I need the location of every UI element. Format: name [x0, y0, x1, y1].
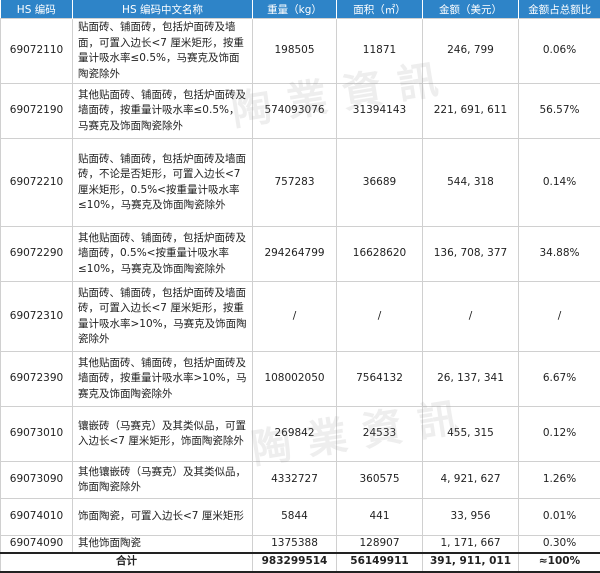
header-weight: 重量（kg） [253, 0, 337, 19]
table-row: 69072290 其他贴面砖、铺面砖，包括炉面砖及墙面砖，0.5%<按重量计吸水… [1, 227, 600, 282]
product-name-cell: 其他贴面砖、铺面砖，包括炉面砖及墙面砖，0.5%<按重量计吸水率≤10%，马赛克… [73, 227, 253, 282]
share-cell: 6.67% [519, 352, 600, 407]
share-cell: 0.01% [519, 499, 600, 536]
amount-cell: 33, 956 [423, 499, 519, 536]
amount-cell: / [423, 282, 519, 352]
area-cell: 16628620 [337, 227, 423, 282]
weight-cell: 294264799 [253, 227, 337, 282]
share-cell: 1.26% [519, 462, 600, 499]
hs-code-cell: 69072110 [1, 19, 73, 84]
hs-code-cell: 69073090 [1, 462, 73, 499]
hs-code-cell: 69072190 [1, 84, 73, 139]
amount-cell: 455, 315 [423, 407, 519, 462]
product-name-cell: 其他饰面陶瓷 [73, 536, 253, 553]
header-name-cn: HS 编码中文名称 [73, 0, 253, 19]
table-row: 69072110 贴面砖、铺面砖，包括炉面砖及墙面，可置入边长<7 厘米矩形，按… [1, 19, 600, 84]
share-cell: / [519, 282, 600, 352]
hs-code-cell: 69072210 [1, 139, 73, 227]
amount-cell: 221, 691, 611 [423, 84, 519, 139]
weight-cell: 574093076 [253, 84, 337, 139]
area-cell: 128907 [337, 536, 423, 553]
total-row: 合计 983299514 56149911 391, 911, 011 ≈100… [1, 553, 600, 572]
header-hs-code: HS 编码 [1, 0, 73, 19]
weight-cell: 108002050 [253, 352, 337, 407]
product-name-cell: 贴面砖、铺面砖，包括炉面砖及墙面砖，不论是否矩形，可置入边长<7 厘米矩形，0.… [73, 139, 253, 227]
area-cell: / [337, 282, 423, 352]
total-label: 合计 [1, 553, 253, 572]
weight-cell: 1375388 [253, 536, 337, 553]
table-row: 69072390 其他贴面砖、铺面砖，包括炉面砖及墙面砖，按重量计吸水率>10%… [1, 352, 600, 407]
total-share: ≈100% [519, 553, 600, 572]
table-row: 69074010 饰面陶瓷，可置入边长<7 厘米矩形 5844 441 33, … [1, 499, 600, 536]
weight-cell: 4332727 [253, 462, 337, 499]
product-name-cell: 贴面砖、铺面砖，包括炉面砖及墙面砖，可置入边长<7 厘米矩形，按重量计吸水率>1… [73, 282, 253, 352]
product-name-cell: 其他贴面砖、铺面砖，包括炉面砖及墙面砖，按重量计吸水率>10%，马赛克及饰面陶瓷… [73, 352, 253, 407]
table-row: 69072210 贴面砖、铺面砖，包括炉面砖及墙面砖，不论是否矩形，可置入边长<… [1, 139, 600, 227]
area-cell: 36689 [337, 139, 423, 227]
hs-code-cell: 69074090 [1, 536, 73, 553]
product-name-cell: 镶嵌砖（马赛克）及其类似品，可置入边长<7 厘米矩形，饰面陶瓷除外 [73, 407, 253, 462]
share-cell: 0.14% [519, 139, 600, 227]
product-name-cell: 贴面砖、铺面砖，包括炉面砖及墙面，可置入边长<7 厘米矩形，按重量计吸水率≤0.… [73, 19, 253, 84]
area-cell: 24533 [337, 407, 423, 462]
table-row: 69073010 镶嵌砖（马赛克）及其类似品，可置入边长<7 厘米矩形，饰面陶瓷… [1, 407, 600, 462]
weight-cell: 757283 [253, 139, 337, 227]
amount-cell: 26, 137, 341 [423, 352, 519, 407]
product-name-cell: 其他镶嵌砖（马赛克）及其类似品，饰面陶瓷除外 [73, 462, 253, 499]
header-amount: 金额（美元） [423, 0, 519, 19]
header-area: 面积（㎡） [337, 0, 423, 19]
amount-cell: 4, 921, 627 [423, 462, 519, 499]
header-share: 金额占总额比 [519, 0, 600, 19]
total-amount: 391, 911, 011 [423, 553, 519, 572]
share-cell: 0.30% [519, 536, 600, 553]
hs-code-cell: 69074010 [1, 499, 73, 536]
product-name-cell: 饰面陶瓷，可置入边长<7 厘米矩形 [73, 499, 253, 536]
weight-cell: 5844 [253, 499, 337, 536]
header-row: HS 编码 HS 编码中文名称 重量（kg） 面积（㎡） 金额（美元） 金额占总… [1, 0, 600, 19]
share-cell: 34.88% [519, 227, 600, 282]
amount-cell: 246, 799 [423, 19, 519, 84]
weight-cell: 269842 [253, 407, 337, 462]
hs-code-cell: 69072390 [1, 352, 73, 407]
table-row: 69072190 其他贴面砖、铺面砖，包括炉面砖及墙面砖，按重量计吸水率≤0.5… [1, 84, 600, 139]
weight-cell: 198505 [253, 19, 337, 84]
share-cell: 0.06% [519, 19, 600, 84]
amount-cell: 544, 318 [423, 139, 519, 227]
area-cell: 11871 [337, 19, 423, 84]
total-area: 56149911 [337, 553, 423, 572]
table-row: 69073090 其他镶嵌砖（马赛克）及其类似品，饰面陶瓷除外 4332727 … [1, 462, 600, 499]
weight-cell: / [253, 282, 337, 352]
share-cell: 0.12% [519, 407, 600, 462]
amount-cell: 136, 708, 377 [423, 227, 519, 282]
amount-cell: 1, 171, 667 [423, 536, 519, 553]
table-row: 69072310 贴面砖、铺面砖，包括炉面砖及墙面砖，可置入边长<7 厘米矩形，… [1, 282, 600, 352]
area-cell: 7564132 [337, 352, 423, 407]
product-name-cell: 其他贴面砖、铺面砖，包括炉面砖及墙面砖，按重量计吸水率≤0.5%，马赛克及饰面陶… [73, 84, 253, 139]
hs-code-cell: 69072310 [1, 282, 73, 352]
area-cell: 441 [337, 499, 423, 536]
area-cell: 360575 [337, 462, 423, 499]
hs-code-cell: 69073010 [1, 407, 73, 462]
hs-code-cell: 69072290 [1, 227, 73, 282]
area-cell: 31394143 [337, 84, 423, 139]
table-row: 69074090 其他饰面陶瓷 1375388 128907 1, 171, 6… [1, 536, 600, 553]
total-weight: 983299514 [253, 553, 337, 572]
share-cell: 56.57% [519, 84, 600, 139]
